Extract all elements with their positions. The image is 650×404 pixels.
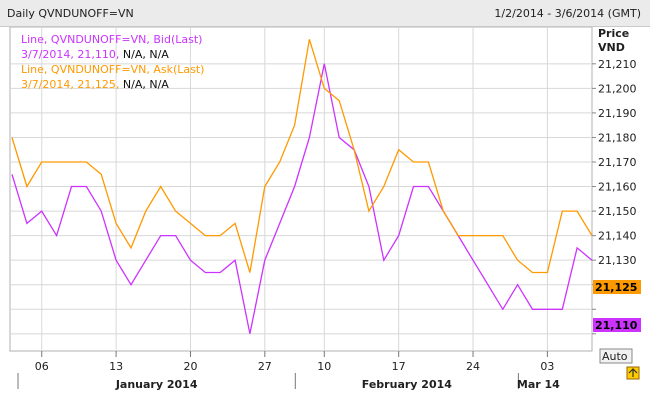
date-tick-label: 24 (466, 360, 480, 373)
date-axis: 06 13 20 27 10 17 24 03 January 2014 February 201… (17, 351, 560, 391)
price-axis: Price VND 21,12021,13021,14021,15021,160… (592, 27, 637, 335)
legend-ask-date-value: 3/7/2014, 21,125, (21, 78, 119, 91)
auto-scale-button[interactable]: Auto (599, 348, 633, 364)
legend-ask-na: N/A, N/A (119, 78, 169, 91)
legend-bid-na: N/A, N/A (119, 48, 169, 61)
chart-title-bar: Daily QVNDUNOFF=VN 1/2/2014 - 3/6/2014 (… (0, 0, 650, 27)
date-range[interactable]: 1/2/2014 - 3/6/2014 (GMT) (494, 7, 641, 20)
price-tick-label: 21,200 (598, 82, 637, 95)
price-tick-labels: 21,12021,13021,14021,15021,16021,17021,1… (592, 58, 637, 335)
date-tick-label: 20 (183, 360, 197, 373)
settings-corner-icon[interactable] (626, 366, 640, 380)
price-axis-unit: VND (598, 41, 625, 54)
price-tick-label: 21,160 (598, 181, 637, 194)
legend-ask-values: 3/7/2014, 21,125, N/A, N/A (21, 78, 169, 91)
price-tick-label: 21,150 (598, 205, 637, 218)
price-tick-label: 21,140 (598, 230, 637, 243)
ask-badge-bg (593, 280, 641, 294)
month-label: February 2014 (362, 378, 452, 391)
price-axis-label: Price (598, 27, 629, 40)
auto-button-frame[interactable] (599, 348, 633, 364)
price-chart[interactable]: Line, QVNDUNOFF=VN, Bid(Last) 3/7/2014, … (0, 27, 650, 404)
legend: Line, QVNDUNOFF=VN, Bid(Last) 3/7/2014, … (21, 33, 204, 91)
ask-badge-text: 21,125 (595, 281, 637, 294)
date-tick-label: 27 (258, 360, 272, 373)
price-tick-label: 21,210 (598, 58, 637, 71)
chart-title: Daily QVNDUNOFF=VN (7, 7, 134, 20)
series-line-bid (11, 63, 593, 334)
bid-badge-bg (593, 318, 641, 332)
bid-badge-text: 21,110 (595, 319, 638, 332)
legend-bid-title: Line, QVNDUNOFF=VN, Bid(Last) (21, 33, 202, 46)
date-tick-label: 06 (35, 360, 49, 373)
ask-last-badge: 21,125 (593, 280, 641, 294)
month-label: January 2014 (115, 378, 198, 391)
series-line-ask (11, 39, 593, 274)
grid-lines (10, 27, 592, 351)
legend-bid-values: 3/7/2014, 21,110, N/A, N/A (21, 48, 169, 61)
legend-ask-title: Line, QVNDUNOFF=VN, Ask(Last) (21, 63, 204, 76)
date-tick-label: 13 (109, 360, 123, 373)
bid-last-badge: 21,110 (593, 318, 641, 332)
price-tick-label: 21,170 (598, 156, 637, 169)
corner-icon-glyph (628, 368, 638, 377)
date-tick-label: 17 (392, 360, 406, 373)
month-label: Mar 14 (517, 378, 560, 391)
legend-bid-date-value: 3/7/2014, 21,110, (21, 48, 119, 61)
price-tick-label: 21,190 (598, 107, 637, 120)
series-lines (11, 39, 593, 334)
price-tick-label: 21,130 (598, 254, 637, 267)
date-tick-label: 03 (540, 360, 554, 373)
auto-button-label: Auto (602, 350, 628, 363)
price-tick-label: 21,180 (598, 131, 637, 144)
date-tick-label: 10 (317, 360, 331, 373)
